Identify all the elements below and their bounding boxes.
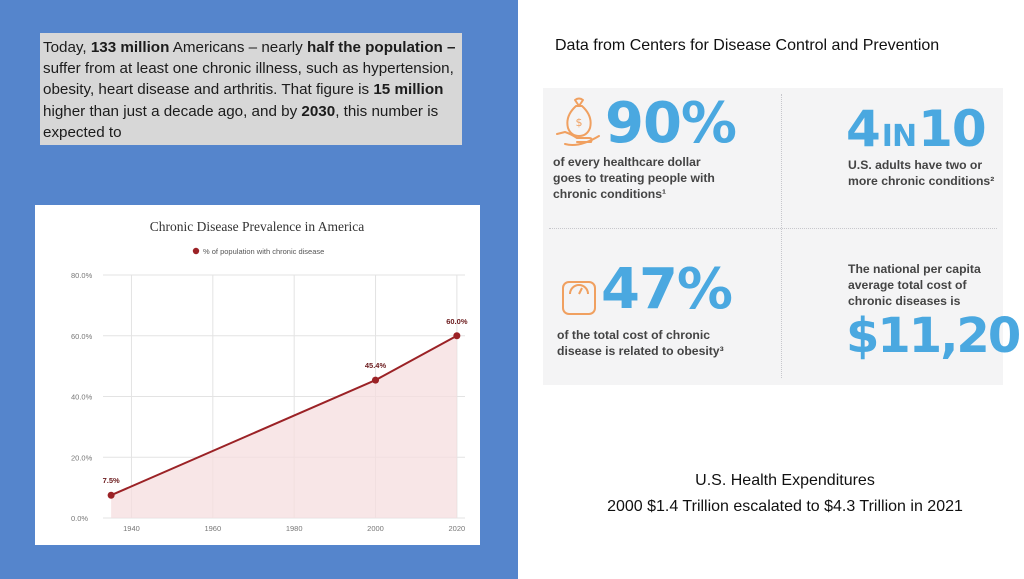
y-tick-label: 40.0% (71, 393, 93, 402)
intro-text-2: Americans – nearly (169, 39, 307, 56)
weight-scale-icon (562, 281, 596, 315)
svg-text:$: $ (576, 116, 583, 129)
stat-4-in-10-caption-line2: more chronic conditions² (848, 174, 995, 188)
intro-bold-1: 133 million (90, 39, 170, 56)
intro-text-4: higher than just a decade ago, and by (43, 102, 302, 120)
stat-4-in-10-b: 10 (918, 100, 987, 158)
data-point (107, 491, 115, 499)
stat-47-caption-line2: disease is related to obesity³ (557, 344, 724, 358)
y-tick-label: 0.0% (71, 514, 88, 523)
cdc-heading: Data from Centers for Disease Control an… (555, 37, 940, 54)
stat-cost-intro-line1: The national per capita (848, 262, 981, 276)
x-tick-label: 1940 (123, 524, 140, 533)
series-area (111, 335, 457, 518)
legend-marker (192, 247, 200, 255)
intro-bold-2: half the population – (306, 39, 456, 56)
horizontal-divider (549, 228, 997, 229)
money-bag-hand-icon: $ (556, 97, 600, 146)
data-label: 60.0% (446, 317, 468, 326)
intro-paragraph: Today, 133 million Americans – nearly ha… (40, 33, 462, 143)
stat-90-caption-line2: goes to treating people with (553, 171, 715, 185)
y-tick-label: 80.0% (71, 271, 93, 280)
data-point (453, 332, 461, 340)
data-point (372, 376, 380, 384)
stat-4-in-10-caption: U.S. adults have two or more chronic con… (848, 157, 994, 189)
cdc-stats-panel: $ 90% of every healthcare dollar goes to… (543, 88, 1024, 385)
stat-90-percent: 90% (605, 91, 737, 156)
stat-47-caption-line1: of the total cost of chronic (557, 328, 711, 342)
stat-4-in-10-a: 4 (846, 100, 881, 158)
data-label: 7.5% (103, 476, 120, 485)
stat-90-caption: of every healthcare dollar goes to treat… (553, 154, 715, 202)
intro-bold-3: 15 million (373, 81, 444, 99)
x-tick-label: 2000 (367, 524, 384, 533)
expenditures-title: U.S. Health Expenditures (695, 472, 875, 489)
stat-4-in-10-caption-line1: U.S. adults have two or (848, 158, 983, 172)
stat-47-caption: of the total cost of chronic disease is … (557, 327, 724, 359)
intro-text-box: Today, 133 million Americans – nearly ha… (40, 33, 462, 145)
prevalence-chart: Chronic Disease Prevalence in America % o… (71, 219, 468, 533)
y-tick-label: 20.0% (71, 453, 93, 462)
stat-47-percent: 47% (601, 257, 733, 322)
expenditures-body: 2000 $1.4 Trillion escalated to $4.3 Tri… (607, 498, 963, 515)
y-tick-label: 60.0% (71, 332, 93, 341)
data-label: 45.4% (365, 361, 387, 370)
stat-cost-intro-line3: chronic diseases is (848, 294, 961, 308)
stat-4-in-10: 4IN10 (846, 104, 987, 154)
intro-text-5: , this number is expected to (43, 102, 439, 141)
stat-4-in-10-in: IN (881, 119, 917, 154)
stat-cost-intro-line2: average total cost of (848, 278, 967, 292)
stat-cost-intro: The national per capita average total co… (848, 261, 981, 309)
intro-text-3: suffer from at least one chronic illness… (43, 60, 454, 99)
stat-90-caption-line3: chronic conditions¹ (553, 187, 667, 201)
chart-title: Chronic Disease Prevalence in America (150, 219, 364, 234)
stat-90-caption-line1: of every healthcare dollar (553, 155, 701, 169)
stat-cost-amount: $11,201 (846, 308, 1024, 364)
stat-cost-value: $11,2014 (846, 312, 1024, 360)
x-tick-label: 2020 (449, 524, 466, 533)
chart-card: Chronic Disease Prevalence in America % o… (35, 205, 480, 545)
vertical-divider (781, 94, 782, 378)
x-tick-label: 1980 (286, 524, 303, 533)
intro-bold-4: 2030 (301, 102, 336, 120)
x-tick-label: 1960 (204, 524, 221, 533)
intro-text-1: Today, (43, 39, 91, 56)
legend-label: % of population with chronic disease (203, 247, 324, 256)
